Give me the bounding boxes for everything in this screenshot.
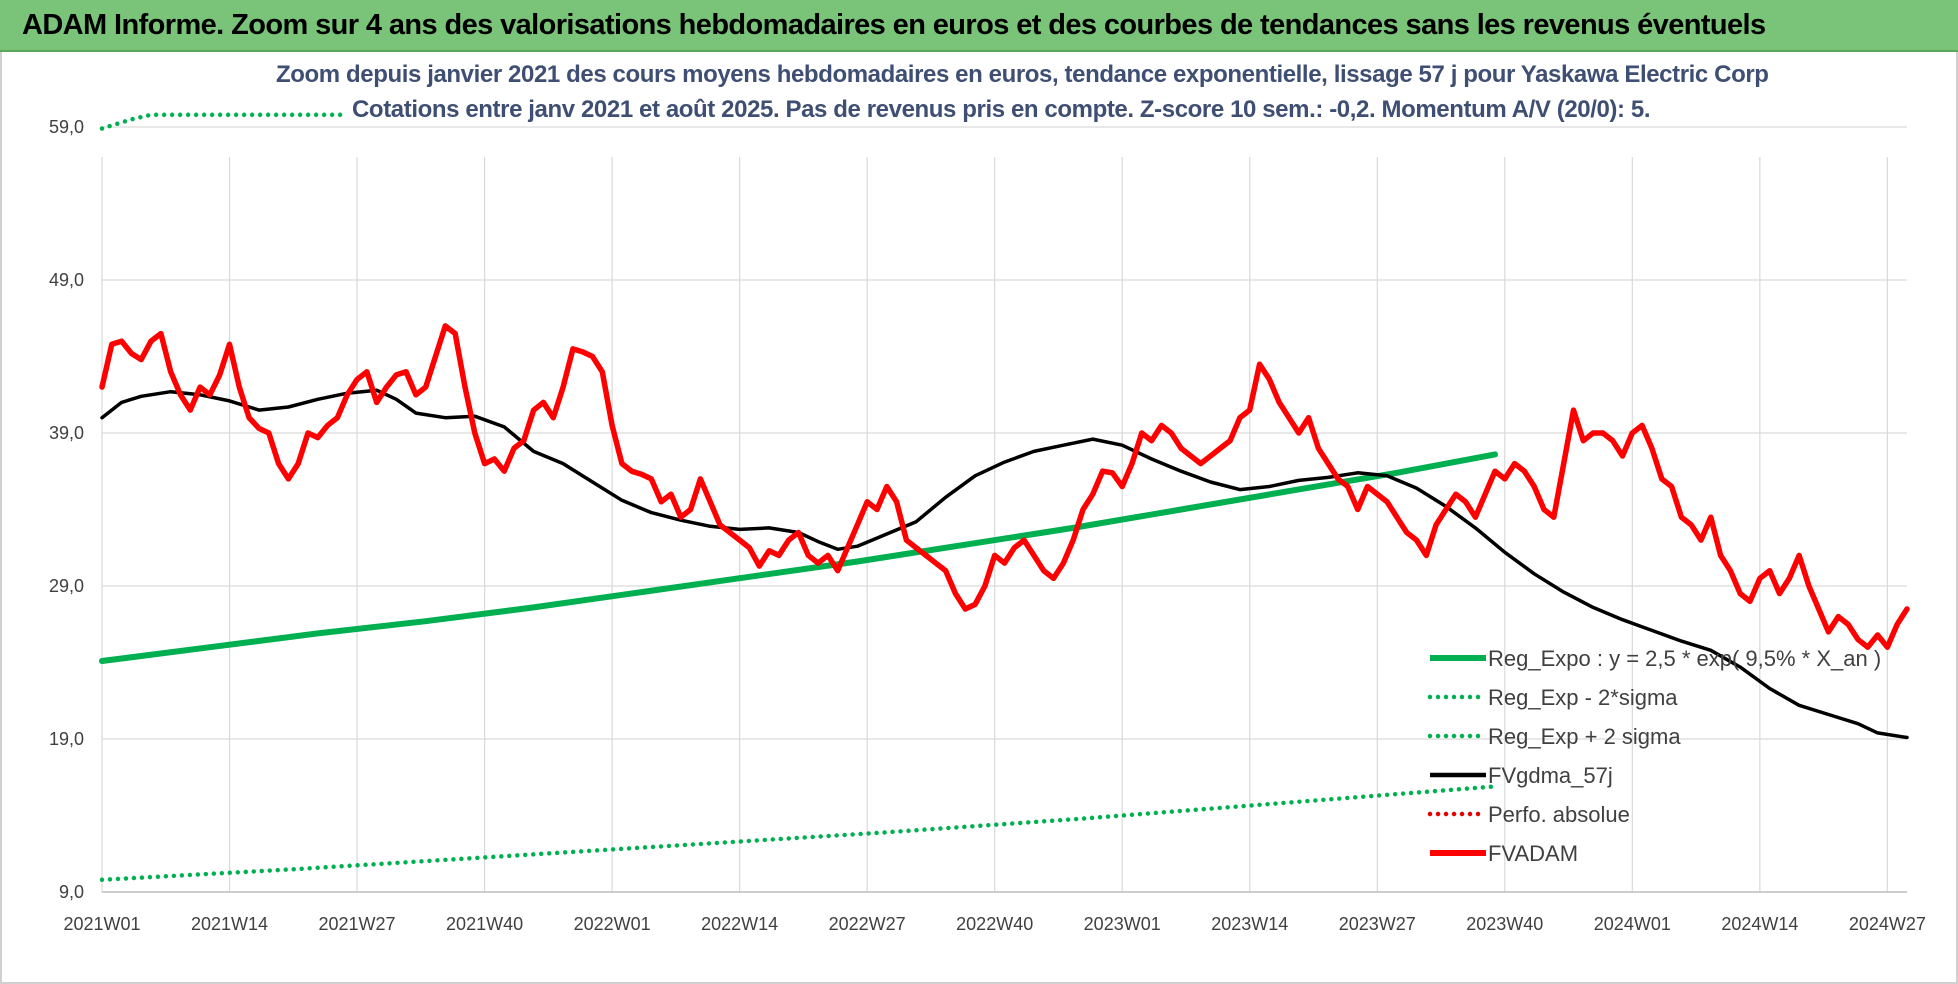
chart-subtitle-line2: Cotations entre janv 2021 et août 2025. … [346, 96, 1657, 124]
y-tick-label: 59,0 [49, 117, 84, 137]
x-tick-label: 2024W14 [1721, 914, 1798, 934]
chart: 9,0 19,0 29,0 39,0 49,0 59,0 2021W01 2021W14 202… [49, 112, 1926, 934]
series-line-fvgdma-57j [100, 388, 1909, 740]
series-line-reg-exp [99, 784, 1498, 883]
legend-entry: Reg_Exp - 2*sigma [1488, 685, 1678, 710]
y-tick-label: 29,0 [49, 576, 84, 596]
x-tick-label: 2023W27 [1339, 914, 1416, 934]
chart-frame: 9,0 19,0 29,0 39,0 49,0 59,0 2021W01 2021W14 202… [0, 52, 1958, 984]
y-tick-label: 49,0 [49, 270, 84, 290]
report-title: ADAM Informe. Zoom sur 4 ans des valoris… [22, 9, 1766, 41]
x-tick-label: 2023W01 [1084, 914, 1161, 934]
chart-subtitle-line1: Zoom depuis janvier 2021 des cours moyen… [270, 61, 1775, 89]
x-tick-label: 2022W01 [574, 914, 651, 934]
series-line-fvadam [99, 323, 1910, 650]
legend-entry: Reg_Exp + 2 sigma [1488, 724, 1681, 749]
x-tick-label: 2022W14 [701, 914, 778, 934]
x-tick-label: 2024W27 [1849, 914, 1926, 934]
header-banner: ADAM Informe. Zoom sur 4 ans des valoris… [0, 0, 1958, 52]
y-tick-label: 19,0 [49, 729, 84, 749]
x-tick-label: 2024W01 [1594, 914, 1671, 934]
x-tick-label: 2021W01 [63, 914, 140, 934]
y-tick-label: 9,0 [59, 882, 84, 902]
x-tick-label: 2022W27 [829, 914, 906, 934]
x-tick-label: 2021W27 [319, 914, 396, 934]
legend-entry: Reg_Expo : y = 2,5 * exp( 9,5% * X_an ) [1488, 646, 1881, 671]
legend-entry: FVgdma_57j [1488, 763, 1613, 788]
legend-entry: FVADAM [1488, 841, 1578, 866]
series-line-reg-exp [99, 112, 1498, 131]
x-tick-label: 2023W14 [1211, 914, 1288, 934]
legend-entry: Perfo. absolue [1488, 802, 1630, 827]
x-tick-label: 2023W40 [1466, 914, 1543, 934]
x-tick-label: 2022W40 [956, 914, 1033, 934]
series-line-reg-expo [99, 451, 1498, 664]
x-tick-label: 2021W40 [446, 914, 523, 934]
y-tick-label: 39,0 [49, 423, 84, 443]
x-tick-label: 2021W14 [191, 914, 268, 934]
